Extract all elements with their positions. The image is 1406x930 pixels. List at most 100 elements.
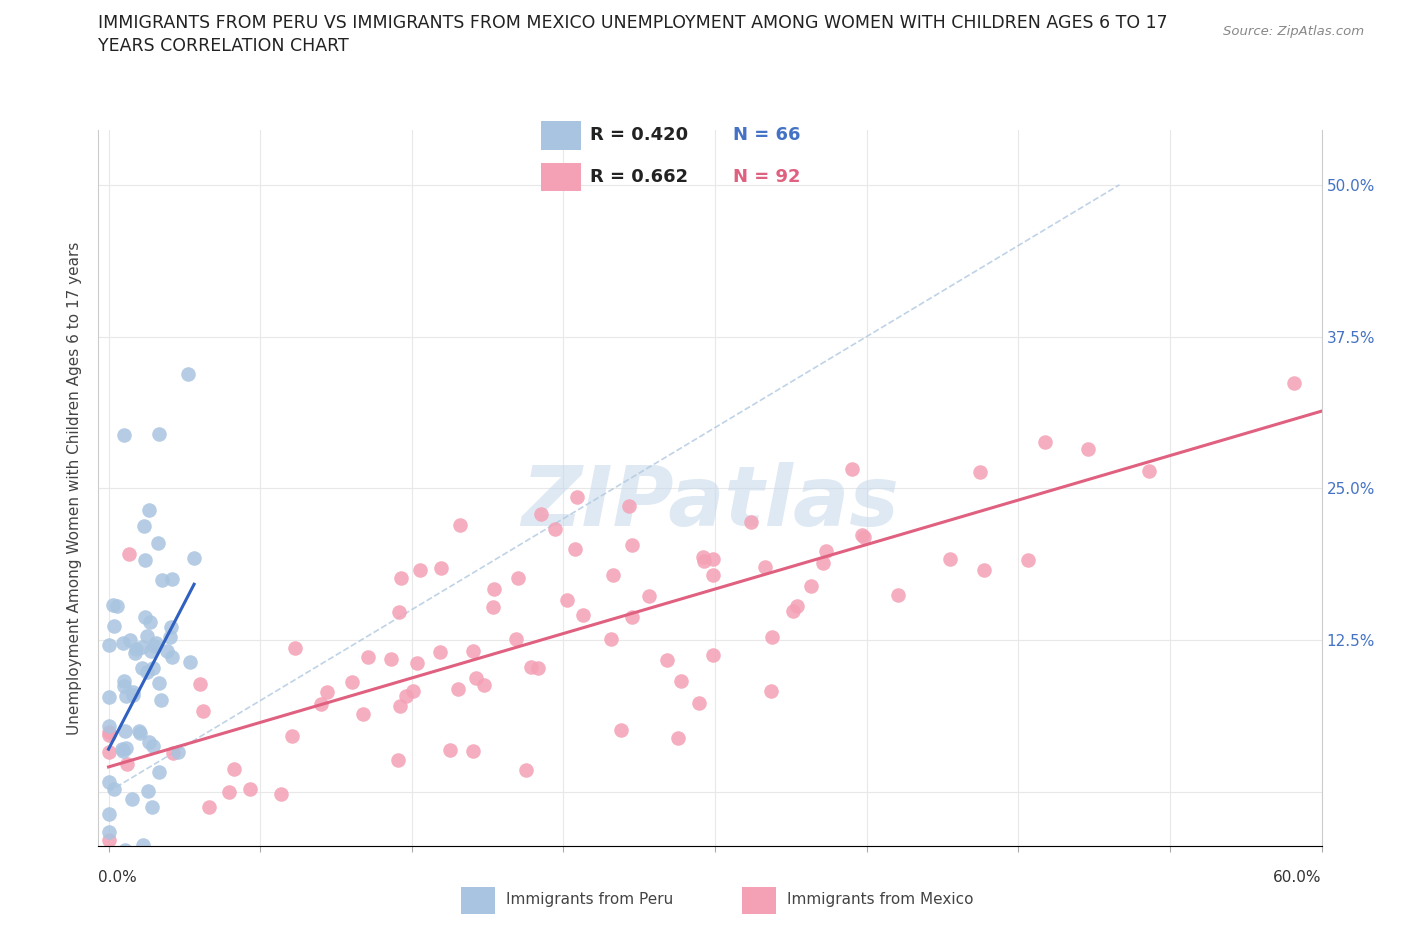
Point [122, 687, 145, 702]
Point [125, 642, 148, 657]
Point [103, 618, 125, 633]
Point [702, 647, 724, 662]
Point [786, 598, 808, 613]
Point [449, 517, 471, 532]
Point [352, 706, 374, 721]
Point [191, 703, 214, 718]
Point [388, 604, 411, 619]
Point [131, 838, 153, 853]
Point [97, 719, 120, 734]
Point [482, 581, 505, 596]
Point [281, 729, 304, 744]
Point [309, 697, 332, 711]
Point [188, 677, 211, 692]
Point [149, 693, 172, 708]
Point [461, 743, 484, 758]
Point [138, 735, 160, 750]
Point [270, 787, 292, 802]
Point [97, 745, 120, 760]
Point [222, 762, 245, 777]
Point [1137, 463, 1160, 478]
Point [198, 800, 221, 815]
Point [98, 637, 121, 652]
Text: IMMIGRANTS FROM PERU VS IMMIGRANTS FROM MEXICO UNEMPLOYMENT AMONG WOMEN WITH CHI: IMMIGRANTS FROM PERU VS IMMIGRANTS FROM … [98, 14, 1168, 32]
Point [1282, 376, 1305, 391]
Point [145, 635, 167, 650]
Text: R = 0.420: R = 0.420 [591, 126, 689, 144]
Point [515, 763, 537, 777]
Point [143, 639, 166, 654]
Point [754, 560, 776, 575]
Point [117, 547, 139, 562]
Point [103, 781, 125, 796]
Point [671, 674, 693, 689]
Point [131, 639, 153, 654]
Point [505, 631, 527, 646]
Text: Source: ZipAtlas.com: Source: ZipAtlas.com [1223, 25, 1364, 38]
Point [156, 644, 179, 658]
Point [183, 551, 205, 565]
Point [692, 553, 714, 568]
Point [141, 800, 163, 815]
Point [97, 807, 120, 822]
Point [134, 552, 156, 567]
Point [886, 588, 908, 603]
Text: ZIPatlas: ZIPatlas [522, 462, 898, 543]
Point [148, 536, 170, 551]
Point [465, 671, 488, 685]
Point [115, 740, 138, 755]
Point [112, 427, 135, 442]
Point [162, 884, 184, 898]
Point [316, 684, 339, 699]
Point [97, 862, 120, 877]
Point [357, 650, 380, 665]
Point [138, 503, 160, 518]
Point [506, 570, 529, 585]
Point [620, 610, 643, 625]
Point [439, 742, 461, 757]
Text: N = 66: N = 66 [733, 126, 800, 144]
Text: R = 0.662: R = 0.662 [591, 168, 689, 186]
Point [128, 857, 150, 872]
Point [122, 685, 145, 700]
Point [218, 785, 240, 800]
Point [131, 660, 153, 675]
Point [105, 599, 128, 614]
Point [112, 744, 135, 759]
Point [759, 684, 782, 698]
Point [841, 462, 863, 477]
Point [800, 578, 823, 593]
Point [530, 507, 553, 522]
Point [482, 599, 505, 614]
Point [101, 597, 124, 612]
Point [97, 923, 120, 930]
Point [128, 725, 150, 740]
Text: YEARS CORRELATION CHART: YEARS CORRELATION CHART [98, 37, 349, 55]
Point [666, 730, 689, 745]
Point [429, 644, 451, 659]
Point [527, 661, 550, 676]
Point [1017, 552, 1039, 567]
Point [148, 427, 170, 442]
Point [135, 629, 157, 644]
Point [159, 630, 181, 644]
Point [617, 498, 640, 513]
Point [111, 741, 134, 756]
Point [520, 659, 543, 674]
Point [380, 651, 402, 666]
Point [688, 696, 710, 711]
Point [395, 689, 418, 704]
Point [179, 655, 201, 670]
Point [461, 643, 484, 658]
Point [620, 538, 643, 552]
Point [142, 738, 165, 753]
Point [97, 825, 120, 840]
Point [97, 869, 120, 883]
Text: 60.0%: 60.0% [1274, 870, 1322, 884]
Point [124, 645, 146, 660]
Point [97, 889, 120, 904]
Point [474, 678, 496, 693]
Point [938, 551, 960, 566]
Point [160, 572, 183, 587]
Point [159, 619, 181, 634]
